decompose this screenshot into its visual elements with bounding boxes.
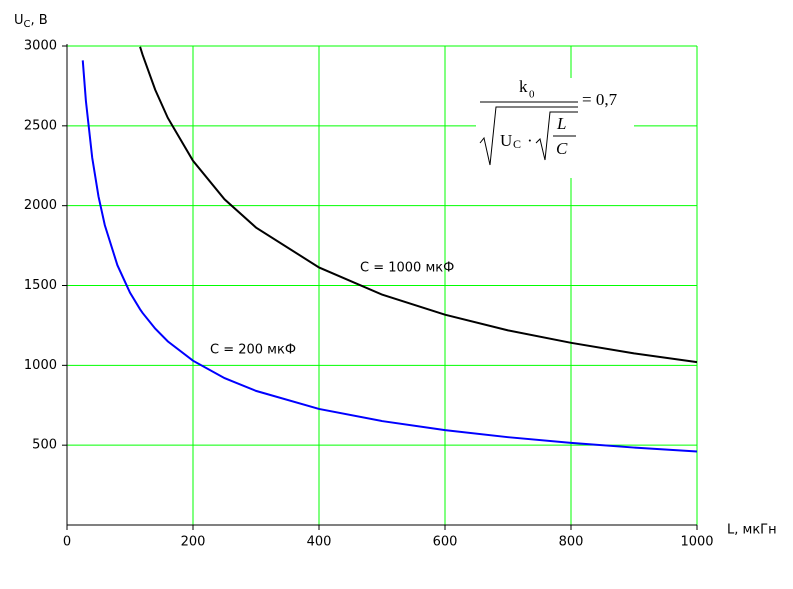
y-tick-label: 500 (32, 438, 57, 453)
formula-inner-bottom: C (556, 139, 568, 158)
x-tick-label: 600 (433, 535, 458, 550)
formula-inner-top: L (556, 114, 566, 133)
y-axis-label: UC, B (14, 13, 48, 31)
y-tick-label: 1500 (24, 278, 57, 293)
y-tick-label: 2000 (24, 198, 57, 213)
y-tick-label: 2500 (24, 118, 57, 133)
y-tick-label: 3000 (24, 39, 57, 54)
series-label: C = 1000 мкФ (360, 261, 454, 276)
formula: k 0 U C · L C = 0,7 (479, 77, 618, 166)
y-label-unit: , B (31, 13, 48, 28)
formula-background (476, 78, 634, 178)
x-tick-label: 200 (181, 535, 206, 550)
x-tick-label: 800 (559, 535, 584, 550)
formula-denominator-sub: C (513, 137, 521, 151)
x-tick-label: 1000 (680, 535, 713, 550)
series-label: C = 200 мкФ (210, 343, 296, 358)
x-tick-label: 400 (307, 535, 332, 550)
y-label-sub: C (24, 19, 31, 30)
formula-result: = 0,7 (582, 90, 618, 109)
x-axis-label: L, мкГн (727, 523, 777, 538)
series-line (81, 60, 698, 453)
formula-dot: · (527, 131, 533, 150)
sqrt-sign (479, 106, 578, 166)
x-tick-label: 0 (63, 535, 71, 550)
formula-numerator: k (519, 77, 528, 96)
formula-numerator-sub: 0 (529, 89, 535, 101)
series-line (139, 46, 698, 364)
inner-sqrt-sign (535, 111, 578, 161)
formula-denominator: U (500, 131, 512, 150)
y-tick-label: 1000 (24, 358, 57, 373)
y-label-main: U (14, 13, 24, 28)
